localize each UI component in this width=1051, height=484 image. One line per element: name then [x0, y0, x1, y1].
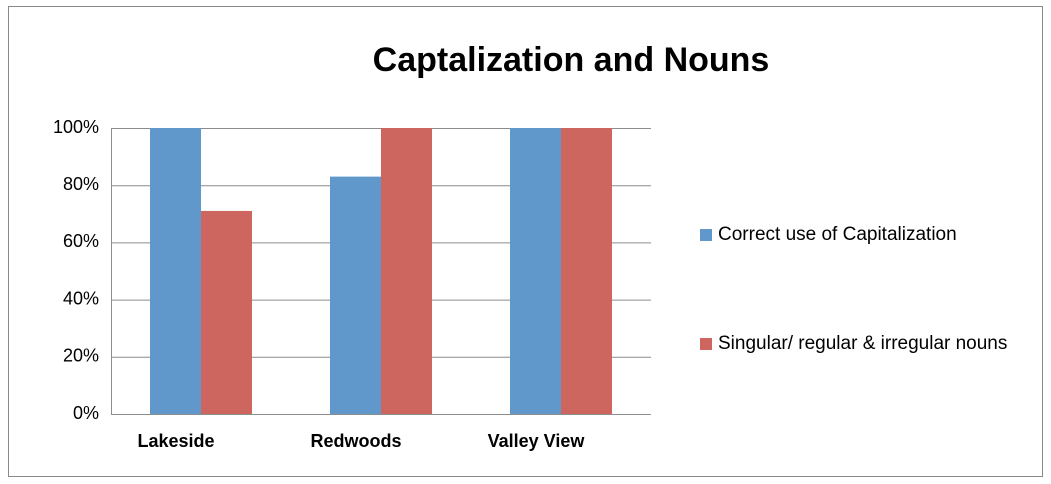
bar — [510, 128, 561, 414]
chart-title: Captalization and Nouns — [373, 41, 770, 79]
y-tick-label: 80% — [63, 174, 99, 194]
legend-swatch — [700, 229, 712, 241]
legend-item: Singular/ regular & irregular nouns — [700, 331, 1020, 357]
y-tick-label: 100% — [53, 117, 99, 137]
bar — [330, 176, 381, 414]
legend-item: Correct use of Capitalization — [700, 222, 1020, 248]
y-tick-label: 40% — [63, 288, 99, 308]
x-tick-label: Valley View — [488, 431, 586, 451]
legend-label: Correct use of Capitalization — [718, 224, 957, 245]
bar — [201, 210, 252, 414]
legend-label: Singular/ regular & irregular nouns — [718, 333, 1008, 354]
y-tick-label: 20% — [63, 346, 99, 366]
bar — [150, 128, 201, 414]
bar — [381, 128, 432, 414]
bar — [561, 128, 612, 414]
y-tick-label: 0% — [73, 403, 99, 423]
y-tick-label: 60% — [63, 231, 99, 251]
x-tick-label: Lakeside — [137, 431, 214, 451]
legend-swatch — [700, 338, 712, 350]
x-tick-label: Redwoods — [310, 431, 401, 451]
